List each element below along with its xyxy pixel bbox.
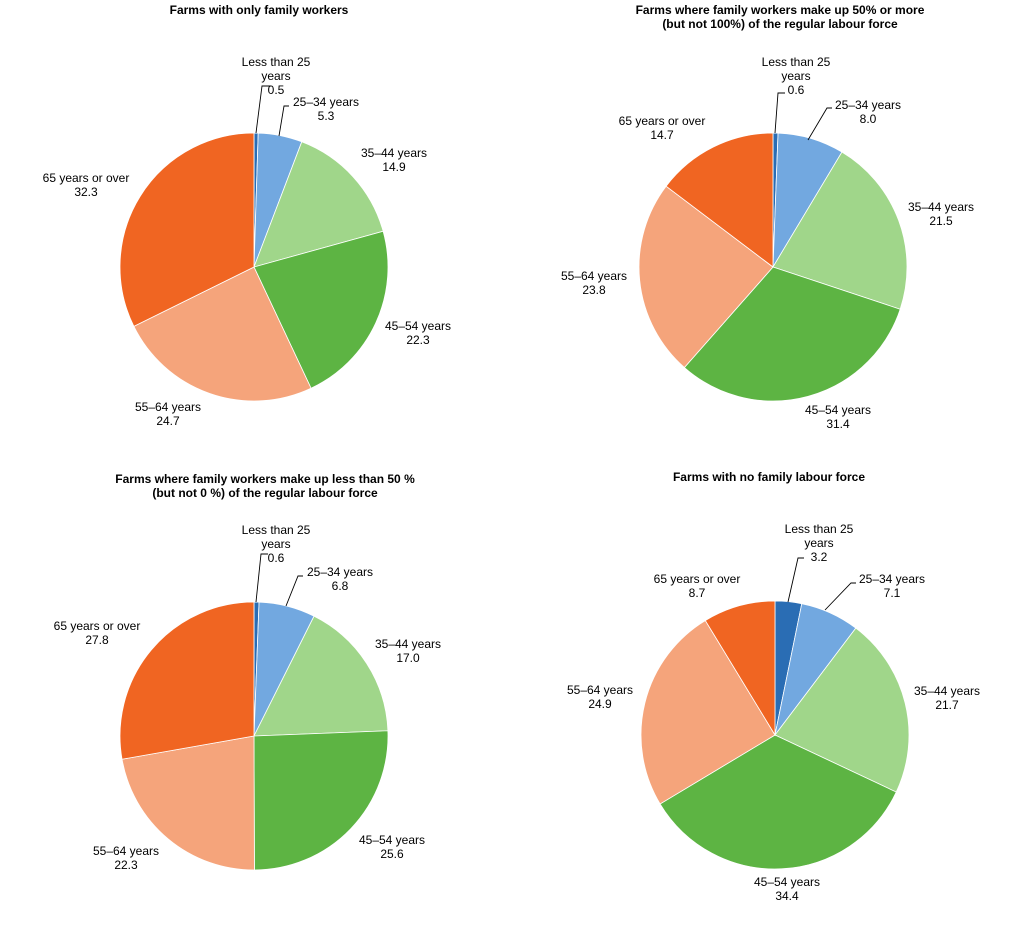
data-label-less-than-25-years: Less than 25 years 0.6 [762, 55, 831, 97]
pie-slice-65-years-or-over [704, 600, 776, 737]
leader-line [774, 92, 785, 134]
pie-slice-45-54-years [253, 730, 389, 871]
chart-title: Farms where family workers make up less … [115, 472, 415, 500]
data-label-35-44-years: 35–44 years 21.7 [914, 684, 980, 712]
pie-slice-35-44-years [774, 627, 910, 793]
data-label-65-years-or-over: 65 years or over 27.8 [54, 619, 141, 647]
data-label-25-34-years: 25–34 years 6.8 [307, 565, 373, 593]
pie-chart-2: Farms where family workers make up 50% o… [561, 3, 974, 431]
leader-line [255, 553, 268, 603]
data-label-less-than-25-years: Less than 25 years 3.2 [785, 522, 854, 564]
data-label-45-54-years: 45–54 years 22.3 [385, 319, 451, 347]
data-label-45-54-years: 45–54 years 34.4 [754, 875, 820, 903]
data-label-25-34-years: 25–34 years 5.3 [293, 95, 359, 123]
data-label-35-44-years: 35–44 years 17.0 [375, 637, 441, 665]
pie-slice-55-64-years [121, 735, 255, 871]
data-label-25-34-years: 25–34 years 8.0 [835, 98, 901, 126]
pie-slice-55-64-years [640, 619, 776, 805]
data-label-less-than-25-years: Less than 25 years 0.5 [242, 55, 311, 97]
data-label-55-64-years: 55–64 years 22.3 [93, 844, 159, 872]
pie-slice-45-54-years [659, 734, 897, 870]
data-label-55-64-years: 55–64 years 24.9 [567, 683, 633, 711]
pie-chart-1: Farms with only family workers Less than … [43, 3, 451, 428]
pie-slice-45-54-years [253, 230, 389, 389]
data-label-less-than-25-years: Less than 25 years 0.6 [242, 523, 311, 565]
leader-line [255, 85, 271, 134]
chart-title: Farms with only family workers [170, 3, 349, 17]
data-label-55-64-years: 55–64 years 23.8 [561, 269, 627, 297]
data-label-35-44-years: 35–44 years 14.9 [361, 146, 427, 174]
pie-slice-35-44-years [253, 615, 389, 737]
data-label-65-years-or-over: 65 years or over 32.3 [43, 171, 130, 199]
data-label-65-years-or-over: 65 years or over 14.7 [619, 114, 706, 142]
leader-line [807, 107, 832, 141]
pie-slice-35-44-years [253, 141, 384, 268]
leader-line [787, 557, 804, 603]
pie-slice-35-44-years [772, 151, 908, 310]
pie-slice-65-years-or-over [119, 132, 255, 327]
leader-line [278, 105, 289, 137]
leader-line [824, 582, 856, 611]
data-label-45-54-years: 45–54 years 31.4 [805, 403, 871, 431]
pie-slice-65-years-or-over [119, 601, 255, 760]
data-label-25-34-years: 25–34 years 7.1 [859, 572, 925, 600]
pie-slice-55-64-years [133, 266, 312, 402]
pie-slice-45-54-years [683, 266, 901, 402]
pie-slice-55-64-years [638, 185, 774, 369]
pie-chart-4: Farms with no family labour force Less th… [567, 470, 980, 903]
pie-chart-3: Farms where family workers make up less … [54, 472, 441, 872]
data-label-45-54-years: 45–54 years 25.6 [359, 833, 425, 861]
data-label-55-64-years: 55–64 years 24.7 [135, 400, 201, 428]
data-label-65-years-or-over: 65 years or over 8.7 [654, 572, 741, 600]
data-label-35-44-years: 35–44 years 21.5 [908, 200, 974, 228]
chart-title: Farms where family workers make up 50% o… [636, 3, 925, 31]
pie-slice-65-years-or-over [665, 132, 774, 268]
leader-line [285, 575, 303, 607]
chart-title: Farms with no family labour force [673, 470, 865, 484]
